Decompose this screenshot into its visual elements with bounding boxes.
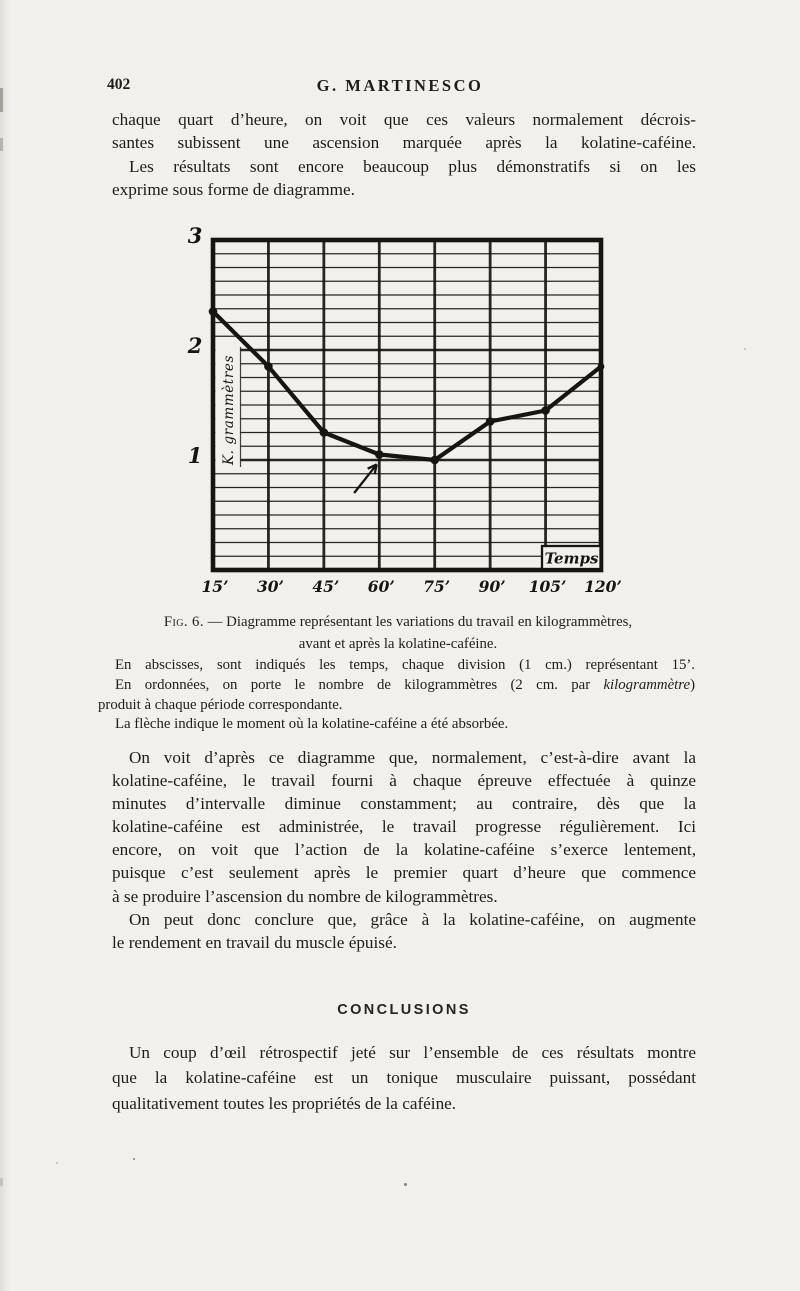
scan-edge-shade [0, 0, 10, 1291]
xlabel-box [540, 544, 602, 571]
text-line: minutes d’intervalle diminue constamment… [112, 794, 696, 814]
y-tick-label: 3 [188, 223, 203, 248]
text-line: à se produire l’ascension du nombre de k… [112, 886, 498, 906]
x-tick-label: 45’ [312, 577, 339, 596]
text-line: Les résultats sont encore beaucoup plus … [129, 156, 696, 176]
text-line: exprime sous forme de diagramme. [112, 179, 355, 199]
data-point [208, 307, 218, 316]
text-line: Un coup d’œil rétrospectif jeté sur l’en… [129, 1043, 696, 1062]
data-point [430, 455, 440, 465]
text-line: On voit d’après ce diagramme que, normal… [129, 748, 696, 767]
text-line: kolatine-caféine, le travail fourni à ch… [112, 771, 696, 791]
text-line: On peut donc conclure que, grâce à la ko… [129, 910, 696, 929]
paragraph-conclusions: Un coup d’œil rétrospectif jeté sur l’en… [112, 1040, 696, 1116]
figure-notes: En abscisses, sont indiqués les temps, c… [98, 656, 695, 735]
annotation-arrow-head [373, 464, 378, 475]
text-line: La flèche indique le moment où la kolati… [115, 716, 509, 733]
text-line: santes subissent une ascension marquée a… [112, 133, 696, 153]
page-header: 402 G. MARTINESCO [0, 76, 800, 96]
y-axis-label: K. grammètres [221, 355, 237, 466]
scan-speck [133, 1158, 135, 1160]
text-line: le rendement en travail du muscle épuisé… [112, 933, 397, 953]
text-line: En ordonnées, on porte le nombre de kilo… [115, 676, 695, 693]
data-point [597, 363, 605, 370]
ylabel-box [215, 347, 241, 467]
data-point [485, 417, 495, 426]
text-line: avant et après la kolatine-caféine. [298, 635, 498, 652]
x-tick-label: 120’ [584, 577, 622, 596]
paragraph-conclusion-lead: On peut donc conclure que, grâce à la ko… [112, 908, 696, 954]
x-tick-label: 75’ [423, 577, 450, 596]
annotation-arrow-shaft [353, 463, 378, 494]
x-axis-label: Temps [545, 550, 599, 568]
annotation-arrow-head [367, 463, 378, 470]
figure-caption: Fig. 6. — Diagramme représentant les var… [98, 612, 698, 655]
text-line: que la kolatine-caféine est un tonique m… [112, 1068, 696, 1088]
x-tick-label: 60’ [368, 577, 395, 596]
text-line: Fig. 6. — Diagramme représentant les var… [163, 614, 633, 630]
scan-edge-mark [0, 88, 3, 112]
y-tick-label: 1 [188, 443, 203, 468]
data-point [319, 428, 329, 437]
scan-speck [404, 1183, 407, 1186]
y-tick-label: 2 [187, 333, 203, 358]
text-line: puisque c’est seulement après le premier… [112, 863, 696, 883]
text-line: kolatine-caféine est administrée, le tra… [112, 817, 696, 837]
running-header: G. MARTINESCO [316, 76, 484, 95]
scan-speck [56, 1162, 58, 1164]
text-line: encore, on voit que l’action de la kolat… [112, 840, 696, 860]
x-tick-label: 105’ [529, 577, 567, 596]
paragraph-discussion: On voit d’après ce diagramme que, normal… [112, 746, 696, 908]
x-tick-label: 30’ [257, 577, 284, 596]
chart-frame [210, 237, 604, 573]
x-tick-label: 15’ [202, 577, 229, 596]
data-point [374, 450, 384, 459]
scan-speck [744, 348, 746, 350]
text-line: produit à chaque période correspondante. [98, 696, 343, 713]
scan-edge-mark [0, 1178, 3, 1186]
data-curve [210, 309, 604, 463]
data-point [541, 406, 550, 415]
page-number: 402 [107, 76, 131, 93]
paragraph-intro: chaque quart d’heure, on voit que ces va… [112, 108, 696, 201]
text-line: En abscisses, sont indiqués les temps, c… [115, 657, 695, 673]
scan-speck [483, 114, 485, 116]
text-line: chaque quart d’heure, on voit que ces va… [112, 110, 696, 129]
x-tick-label: 90’ [479, 577, 506, 596]
data-point [264, 362, 273, 371]
conclusions-heading: CONCLUSIONS [337, 1002, 471, 1019]
scan-edge-mark [0, 138, 3, 151]
text-line: qualitativement toutes les propriétés de… [112, 1093, 457, 1113]
